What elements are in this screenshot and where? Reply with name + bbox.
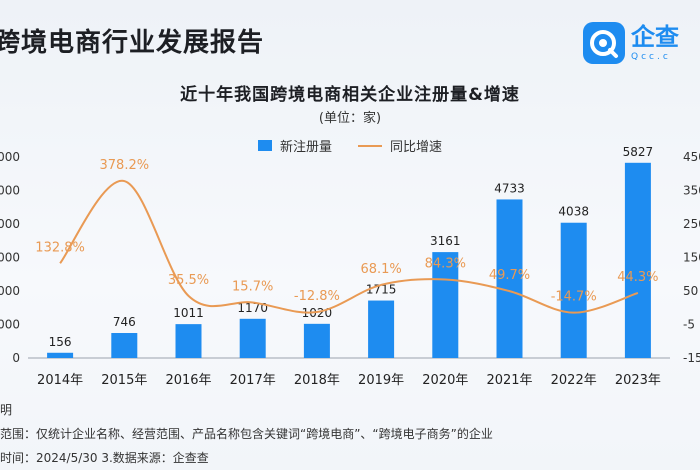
growth-rate-label: 68.1% <box>360 262 401 277</box>
y-left-tick-label: 5000 <box>0 184 20 198</box>
legend-item-bar: 新注册量 <box>257 136 332 155</box>
growth-rate-label: 378.2% <box>100 158 150 173</box>
footnote-source: 时间：2024/5/30 3.数据来源：企查查 <box>0 451 209 465</box>
chart-legend: 新注册量 同比增速 <box>0 136 700 155</box>
y-right-tick-label: -5 <box>683 318 695 332</box>
bar-value-label: 5827 <box>623 145 654 159</box>
brand-logo: 企查 Qcc.c <box>583 18 700 68</box>
qcc-logo-icon <box>583 22 625 64</box>
bar <box>303 323 330 358</box>
legend-label-bar: 新注册量 <box>279 140 332 155</box>
bar <box>239 318 266 358</box>
y-left-tick-label: 0 <box>12 351 20 365</box>
bar <box>111 333 138 358</box>
y-right-tick-label: 50 <box>683 284 698 298</box>
y-right-tick-label: 150 <box>683 251 700 265</box>
y-right-tick-label: -15 <box>683 351 700 365</box>
y-left-tick-label: 1000 <box>0 318 20 332</box>
chart-title: 近十年我国跨境电商相关企业注册量&增速 <box>180 85 520 105</box>
bar <box>47 352 74 358</box>
bar-value-label: 156 <box>49 335 72 349</box>
growth-rate-line <box>59 180 639 314</box>
bar-value-label: 1715 <box>366 283 397 297</box>
growth-rate-label: 44.3% <box>617 270 658 285</box>
report-title: 跨境电商行业发展报告 <box>0 28 265 58</box>
growth-rate-label: 35.5% <box>168 273 209 288</box>
growth-rate-label: 132.8% <box>35 240 85 255</box>
x-tick-label: 2020年 <box>422 373 468 388</box>
footnote-scope: 范围：仅统计企业名称、经营范围、产品名称包含关键词“跨境电商”、“跨境电子商务”… <box>0 427 493 441</box>
legend-swatch-line <box>358 144 382 147</box>
bar-value-label: 4038 <box>558 205 589 219</box>
x-tick-label: 2014年 <box>37 373 83 388</box>
legend-swatch-bar <box>257 140 272 151</box>
bar-value-label: 746 <box>113 315 136 329</box>
bar <box>175 324 202 358</box>
legend-label-line: 同比增速 <box>390 140 443 155</box>
brand-name: 企查 <box>631 22 679 51</box>
y-left-tick-label: 2000 <box>0 284 20 298</box>
bar <box>560 222 587 358</box>
y-left-tick-label: 3000 <box>0 251 20 265</box>
growth-rate-label: 15.7% <box>232 279 273 294</box>
x-tick-label: 2022年 <box>551 373 597 388</box>
x-tick-label: 2017年 <box>230 373 276 388</box>
y-right-tick-label: 450 <box>683 150 700 164</box>
y-right-tick-label: 350 <box>683 184 700 198</box>
brand-domain: Qcc.c <box>631 51 671 62</box>
y-left-tick-label: 6000 <box>0 150 20 164</box>
x-tick-label: 2019年 <box>358 373 404 388</box>
bar <box>368 300 395 358</box>
bar-value-label: 3161 <box>430 234 461 248</box>
chart-subtitle: (单位：家) <box>318 111 382 126</box>
x-tick-label: 2016年 <box>165 373 211 388</box>
y-left-tick-label: 4000 <box>0 217 20 231</box>
bar-value-label: 1011 <box>173 306 204 320</box>
x-tick-label: 2015年 <box>101 373 147 388</box>
growth-rate-label: -14.7% <box>551 290 597 305</box>
bar <box>624 162 651 358</box>
bar <box>432 252 459 358</box>
growth-rate-label: 84.3% <box>425 257 466 272</box>
x-tick-label: 2023年 <box>615 373 661 388</box>
x-tick-label: 2018年 <box>294 373 340 388</box>
growth-rate-label: -12.8% <box>294 289 340 304</box>
footnote-title: 明 <box>0 403 13 417</box>
y-right-tick-label: 250 <box>683 217 700 231</box>
bar <box>496 199 523 358</box>
growth-rate-label: 49.7% <box>489 268 530 283</box>
footnotes: 明 范围：仅统计企业名称、经营范围、产品名称包含关键词“跨境电商”、“跨境电子商… <box>0 398 493 470</box>
x-tick-label: 2021年 <box>486 373 532 388</box>
legend-item-line: 同比增速 <box>358 136 442 155</box>
bar-value-label: 4733 <box>494 181 525 195</box>
